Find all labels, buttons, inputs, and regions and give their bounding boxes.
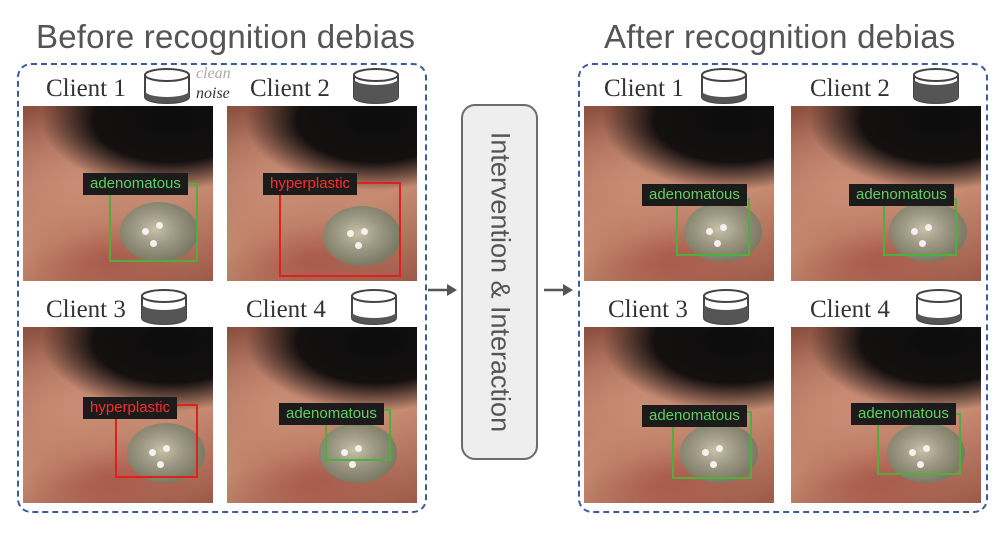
polyp [323,206,401,266]
polyp [127,423,205,483]
before-client-4-image: adenomatous [227,327,417,503]
noisy-data-icon [913,68,959,104]
before-client-1-label: Client 1 [46,75,126,102]
after-client-2-label: Client 2 [810,75,890,102]
after-client-1-image: adenomatous [584,106,774,281]
clean-data-icon [144,68,190,104]
class-label: adenomatous [642,405,747,427]
intervention-label: Intervention & Interaction [485,131,515,433]
detection-box [676,198,750,256]
before-client-1-image: adenomatous [23,106,213,281]
after-client-4-image: adenomatous [791,327,981,503]
polyp [319,423,397,483]
arrow-right-icon [544,284,573,296]
after-panel [578,63,988,513]
intervention-box: Intervention & Interaction [461,104,538,460]
before-client-4-label: Client 4 [246,296,326,323]
class-label: adenomatous [642,184,747,206]
before-client-3-image: hyperplastic [23,327,213,503]
noisy-data-icon [703,289,749,325]
class-label: hyperplastic [83,397,178,419]
detection-box [279,182,401,277]
legend-clean: clean [196,65,231,82]
after-client-1-label: Client 1 [604,75,684,102]
noisy-data-icon [141,289,187,325]
noisy-data-icon [353,68,399,104]
detection-box [883,198,957,256]
after-client-3-image: adenomatous [584,327,774,503]
class-label: hyperplastic [263,173,358,195]
polyp [889,202,967,262]
class-label: adenomatous [83,173,188,195]
before-client-3-label: Client 3 [46,296,126,323]
class-label: adenomatous [851,403,956,425]
clean-data-icon [351,289,397,325]
clean-data-icon [916,289,962,325]
class-label: adenomatous [849,184,954,206]
legend-noise: noise [196,85,230,102]
after-client-4-label: Client 4 [810,296,890,323]
after-title: After recognition debias [604,18,956,55]
before-client-2-label: Client 2 [250,75,330,102]
before-title: Before recognition debias [36,18,416,55]
after-client-3-label: Client 3 [608,296,688,323]
polyp [120,202,198,262]
before-panel [17,63,427,513]
after-client-2-image: adenomatous [791,106,981,281]
before-client-2-image: hyperplastic [227,106,417,281]
clean-data-icon [701,68,747,104]
class-label: adenomatous [279,403,384,425]
polyp [680,423,758,483]
arrow-right-icon [428,284,457,296]
